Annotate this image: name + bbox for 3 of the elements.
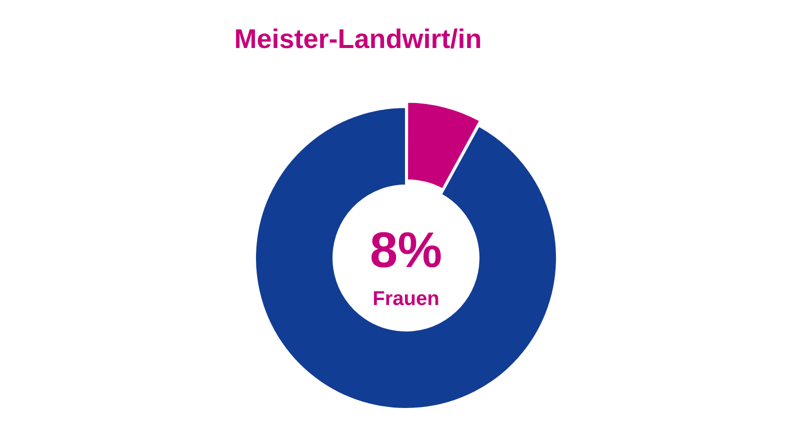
slice-label: Frauen bbox=[372, 288, 440, 310]
chart-title: Meister-Landwirt/in bbox=[233, 24, 483, 55]
data-label: 8% bbox=[370, 222, 442, 278]
